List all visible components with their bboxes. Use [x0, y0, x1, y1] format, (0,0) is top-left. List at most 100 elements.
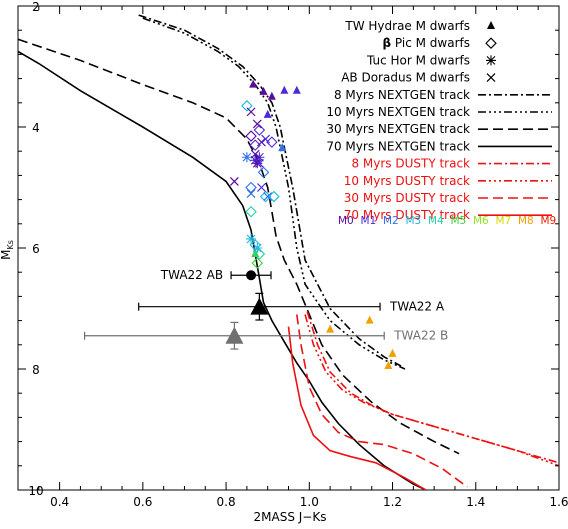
legend-label: 10 Myrs DUSTY track [344, 174, 470, 188]
spectral-type-label: M4 [428, 215, 444, 227]
data-point-filled-triangle [365, 315, 374, 324]
twa22-point: TWA22 AB [160, 268, 272, 282]
x-tick-label: 0.8 [217, 495, 236, 509]
spectral-type-key: M0 M1 M2 M3 M4 M5 M6 M7 M8 M9 [338, 215, 556, 227]
data-point-asterisk [252, 158, 263, 169]
legend-label: 8 Myrs DUSTY track [351, 157, 470, 171]
legend-item: 8 Myrs NEXTGEN track [334, 88, 552, 102]
x-tick-label: 1.2 [383, 495, 402, 509]
data-point-cross [254, 158, 264, 168]
data-point-diamond [257, 166, 270, 179]
data-point-cross [261, 134, 271, 144]
data-point-diamond [245, 205, 257, 218]
legend-label: AB Doradus M dwarfs [341, 71, 470, 85]
legend-symbol [485, 37, 497, 49]
data-point-filled-triangle [384, 360, 393, 369]
x-tick-label: 1.4 [466, 495, 485, 509]
data-point-asterisk [241, 152, 252, 163]
data-point-filled-triangle [280, 85, 289, 94]
data-point-diamond [266, 136, 278, 148]
data-point-filled-triangle [259, 86, 268, 95]
data-point-cross [263, 192, 273, 201]
data-point-diamond [245, 181, 257, 194]
data-point-diamond [251, 257, 264, 269]
y-axis-label: MKs [0, 240, 15, 260]
twa22-points: TWA22 AB TWA22 A TWA22 B [83, 268, 448, 350]
twa22-label: TWA22 B [393, 329, 448, 343]
spectral-type-label: M1 [361, 215, 377, 227]
legend-item: β Pic M dwarfs [383, 36, 497, 50]
x-axis-label: 2MASS J−Ks [254, 510, 327, 524]
data-point-asterisk [246, 233, 257, 244]
legend-item: TW Hydrae M dwarfs [344, 19, 495, 33]
legend-item: Tuc Hor M dwarfs [366, 53, 496, 67]
legend-label: 10 Myrs NEXTGEN track [326, 105, 470, 119]
spectral-type-label: M3 [406, 215, 422, 227]
data-points [229, 79, 397, 369]
legend-symbol [486, 55, 496, 66]
data-point-filled-triangle [278, 143, 287, 152]
data-point-filled-triangle [292, 85, 301, 94]
track-nextgen-8myr [138, 14, 402, 367]
y-tick-label: 2 [32, 0, 40, 14]
y-tick-label: 6 [32, 242, 40, 256]
track-nextgen-70myr [18, 50, 427, 490]
legend-symbol [487, 21, 495, 29]
twa22-marker [250, 297, 269, 315]
y-axis-label-main: M [0, 250, 13, 260]
legend-label: 70 Myrs NEXTGEN track [326, 139, 470, 153]
data-point-asterisk [250, 155, 261, 166]
data-point-cross [229, 177, 239, 186]
spectral-type-label: M5 [451, 215, 467, 227]
legend-item: 70 Myrs NEXTGEN track [326, 139, 552, 153]
twa22-point: TWA22 A [138, 292, 445, 321]
data-point-asterisk [254, 152, 265, 163]
data-point-filled-triangle [249, 79, 258, 88]
twa22-label: TWA22 A [389, 300, 445, 314]
legend-label: β Pic M dwarfs [383, 36, 471, 50]
data-point-cross [246, 107, 256, 117]
legend-item: 30 Myrs NEXTGEN track [326, 122, 552, 136]
legend-label: 30 Myrs DUSTY track [344, 191, 470, 205]
legend-label: TW Hydrae M dwarfs [344, 19, 470, 33]
twa22-label: TWA22 AB [160, 268, 223, 282]
data-point-diamond [241, 100, 253, 112]
track-dusty-70myr [287, 326, 427, 490]
x-tick-label: 0.6 [133, 495, 152, 509]
twa22-marker [225, 326, 244, 344]
x-tick-label: 1.0 [300, 495, 319, 509]
data-point-diamond [245, 130, 257, 142]
x-tick-label: 1.6 [549, 495, 568, 509]
spectral-type-label: M6 [473, 215, 489, 227]
track-dusty-30myr [296, 314, 468, 488]
data-point-filled-triangle [326, 324, 335, 333]
legend-item: 70 Myrs DUSTY track [344, 208, 552, 222]
data-point-filled-triangle [267, 91, 276, 100]
legend-label-text: Pic M dwarfs [391, 36, 470, 50]
legend-symbol [486, 73, 496, 83]
data-point-diamond [253, 124, 266, 136]
spectral-type-label: M8 [518, 215, 534, 227]
legend-item: 10 Myrs DUSTY track [344, 174, 552, 188]
y-tick-label: 8 [32, 363, 40, 377]
data-point-cross [252, 119, 262, 129]
legend-label: 70 Myrs DUSTY track [344, 208, 470, 222]
data-point-diamond [249, 139, 261, 151]
y-tick-label: 10 [28, 484, 43, 498]
evolutionary-tracks [18, 14, 559, 490]
data-point-cross [257, 137, 266, 147]
legend-label: 30 Myrs NEXTGEN track [326, 122, 470, 136]
track-nextgen-30myr [18, 38, 460, 455]
legend-label-prefix: β [383, 36, 392, 50]
spectral-type-label: M7 [496, 215, 512, 227]
legend-label: Tuc Hor M dwarfs [366, 53, 470, 67]
legend: TW Hydrae M dwarfs β Pic M dwarfs Tuc Hor … [326, 19, 552, 222]
data-point-filled-triangle [388, 348, 397, 357]
legend-item: 10 Myrs NEXTGEN track [326, 105, 552, 119]
axes: 0.4 0.6 0.8 1.0 1.2 1.4 1.6 2 4 6 8 10 [17, 0, 568, 509]
legend-item: AB Doradus M dwarfs [341, 71, 496, 85]
track-nextgen-10myr [142, 17, 406, 370]
spectral-type-label: M2 [383, 215, 399, 227]
data-point-asterisk [252, 243, 263, 253]
